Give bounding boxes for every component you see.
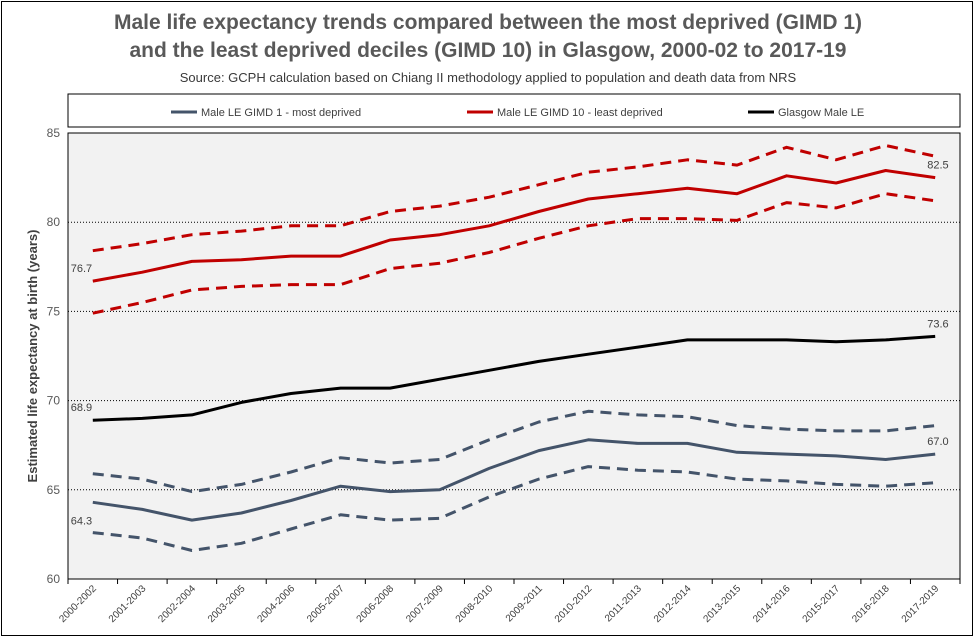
x-tick-label-2000-2002: 2000-2002: [57, 583, 99, 625]
series-line-male-le-gimd-1-most-deprived: [92, 438, 936, 522]
x-tick-label-2003-2005: 2003-2005: [206, 583, 248, 625]
x-tick-label-2004-2006: 2004-2006: [256, 583, 298, 625]
data-label-3: 73.6: [927, 318, 948, 330]
plot-area: [67, 132, 961, 580]
x-tick-label-2001-2003: 2001-2003: [107, 583, 149, 625]
y-tick-label-65: 65: [47, 483, 61, 497]
x-tick-label-2009-2011: 2009-2011: [504, 583, 545, 624]
x-tick-label-2008-2010: 2008-2010: [454, 583, 496, 625]
data-label-0: 76.7: [71, 263, 92, 275]
x-tick-label-2014-2016: 2014-2016: [751, 583, 793, 625]
x-tick-label-2013-2015: 2013-2015: [702, 583, 744, 625]
chart-title-line2: and the least deprived deciles (GIMD 10)…: [129, 39, 847, 62]
data-label-5: 67.0: [927, 436, 948, 448]
x-tick-label-2016-2018: 2016-2018: [850, 583, 892, 625]
legend-label-1: Male LE GIMD 10 - least deprived: [497, 107, 663, 119]
x-tick-label-2011-2013: 2011-2013: [603, 583, 644, 624]
series-line-glasgow-male-le: [92, 334, 936, 422]
data-label-1: 82.5: [927, 160, 948, 172]
chart-title-line1: Male life expectancy trends compared bet…: [113, 11, 863, 34]
x-tick-label-2015-2017: 2015-2017: [801, 583, 843, 625]
y-tick-label-85: 85: [47, 126, 61, 140]
data-label-2: 68.9: [71, 402, 92, 414]
x-tick-label-2005-2007: 2005-2007: [305, 583, 347, 625]
series-line-gimd-1-upper-ci: [92, 409, 936, 494]
x-tick-label-2012-2014: 2012-2014: [652, 583, 694, 625]
series-line-gimd-1-lower-ci: [92, 465, 936, 552]
legend-label-0: Male LE GIMD 1 - most deprived: [201, 107, 361, 119]
chart-subtitle: Source: GCPH calculation based on Chiang…: [179, 70, 797, 85]
series-line-male-le-gimd-10-least-deprived: [92, 169, 936, 283]
data-label-4: 64.3: [71, 515, 92, 527]
legend-label-2: Glasgow Male LE: [778, 107, 864, 119]
y-axis-label: Estimated life expectancy at birth (year…: [25, 230, 40, 483]
x-tick-label-2007-2009: 2007-2009: [404, 583, 446, 625]
y-tick-label-75: 75: [47, 304, 61, 318]
legend-box: [67, 93, 961, 128]
y-tick-label-60: 60: [47, 572, 61, 586]
x-tick-label-2006-2008: 2006-2008: [355, 583, 397, 625]
x-tick-label-2010-2012: 2010-2012: [553, 583, 595, 625]
y-tick-label-70: 70: [47, 394, 61, 408]
y-tick-label-80: 80: [47, 215, 61, 229]
x-tick-label-2017-2019: 2017-2019: [900, 583, 942, 625]
x-tick-label-2002-2004: 2002-2004: [156, 583, 198, 625]
